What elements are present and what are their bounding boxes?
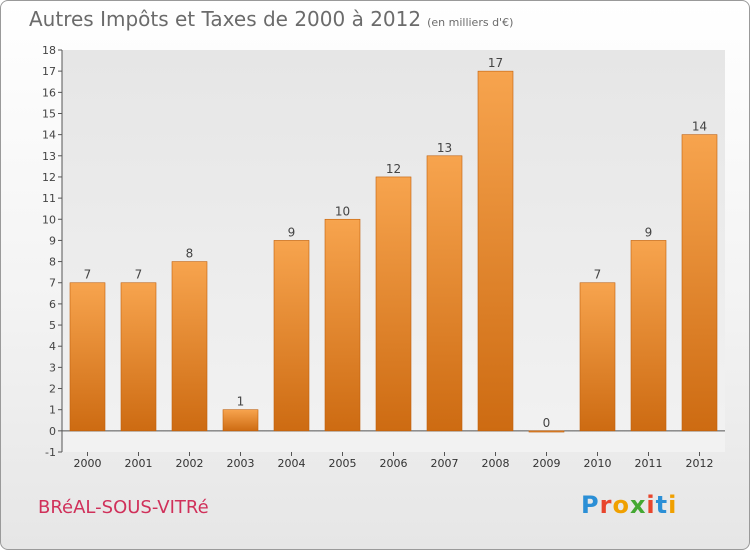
y-tick-label: 3 xyxy=(49,361,56,374)
data-label-2012: 14 xyxy=(692,120,707,134)
y-tick-label: 8 xyxy=(49,256,56,269)
bar-2003 xyxy=(222,409,259,432)
y-tick-label: 18 xyxy=(42,44,56,57)
x-tick-label-2007: 2007 xyxy=(431,457,459,470)
y-tick-label: 1 xyxy=(49,404,56,417)
data-label-2007: 13 xyxy=(437,141,452,155)
y-tick-label: 7 xyxy=(49,277,56,290)
data-label-2005: 10 xyxy=(335,204,350,218)
data-label-2009: 0 xyxy=(543,416,551,430)
bar-2004 xyxy=(273,240,310,432)
data-label-2002: 8 xyxy=(186,247,194,261)
bar-2006 xyxy=(375,176,412,432)
data-label-2010: 7 xyxy=(594,268,602,282)
x-tick-label-2010: 2010 xyxy=(584,457,612,470)
data-label-2011: 9 xyxy=(645,225,653,239)
y-tick-label: 17 xyxy=(42,65,56,78)
bar-2002 xyxy=(171,261,208,432)
y-tick-label: -1 xyxy=(45,446,56,459)
y-tick-label: 0 xyxy=(49,425,56,438)
x-tick-label-2012: 2012 xyxy=(686,457,714,470)
commune-name: BRéAL-SOUS-VITRé xyxy=(38,497,209,518)
bar-2005 xyxy=(324,218,361,432)
data-label-2004: 9 xyxy=(288,225,296,239)
bar-2010 xyxy=(579,282,616,432)
x-tick-label-2001: 2001 xyxy=(125,457,153,470)
bar-2009 xyxy=(528,430,565,433)
chart-subtitle: (en milliers d'€) xyxy=(427,16,514,29)
x-tick-label-2008: 2008 xyxy=(482,457,510,470)
x-tick-label-2005: 2005 xyxy=(329,457,357,470)
x-tick-label-2011: 2011 xyxy=(635,457,663,470)
bar-2012 xyxy=(681,134,718,432)
data-label-2000: 7 xyxy=(84,268,92,282)
bar-2008 xyxy=(477,70,514,432)
y-tick-label: 14 xyxy=(42,129,56,142)
data-label-2003: 1 xyxy=(237,395,245,409)
y-tick-label: 6 xyxy=(49,298,56,311)
y-tick-label: 11 xyxy=(42,192,56,205)
data-label-2008: 17 xyxy=(488,56,503,70)
y-tick-label: 10 xyxy=(42,213,56,226)
bar-2011 xyxy=(630,240,667,432)
x-tick-label-2002: 2002 xyxy=(176,457,204,470)
y-tick-label: 4 xyxy=(49,340,56,353)
x-tick-label-2006: 2006 xyxy=(380,457,408,470)
y-tick-label: 12 xyxy=(42,171,56,184)
x-tick-label-2004: 2004 xyxy=(278,457,306,470)
y-tick-label: 13 xyxy=(42,150,56,163)
y-tick-label: 15 xyxy=(42,107,56,120)
bar-2001 xyxy=(120,282,157,432)
proxiti-logo: Proxiti xyxy=(581,491,678,519)
y-tick-label: 5 xyxy=(49,319,56,332)
x-tick-label-2003: 2003 xyxy=(227,457,255,470)
bar-2007 xyxy=(426,155,463,432)
y-tick-label: 2 xyxy=(49,383,56,396)
x-tick-label-2009: 2009 xyxy=(533,457,561,470)
y-tick-label: 9 xyxy=(49,234,56,247)
bar-2000 xyxy=(69,282,106,432)
data-label-2001: 7 xyxy=(135,268,143,282)
y-tick-label: 16 xyxy=(42,86,56,99)
x-tick-label-2000: 2000 xyxy=(74,457,102,470)
data-label-2006: 12 xyxy=(386,162,401,176)
chart-title-block: Autres Impôts et Taxes de 2000 à 2012 (en… xyxy=(29,7,513,31)
chart-title: Autres Impôts et Taxes de 2000 à 2012 xyxy=(29,7,422,31)
